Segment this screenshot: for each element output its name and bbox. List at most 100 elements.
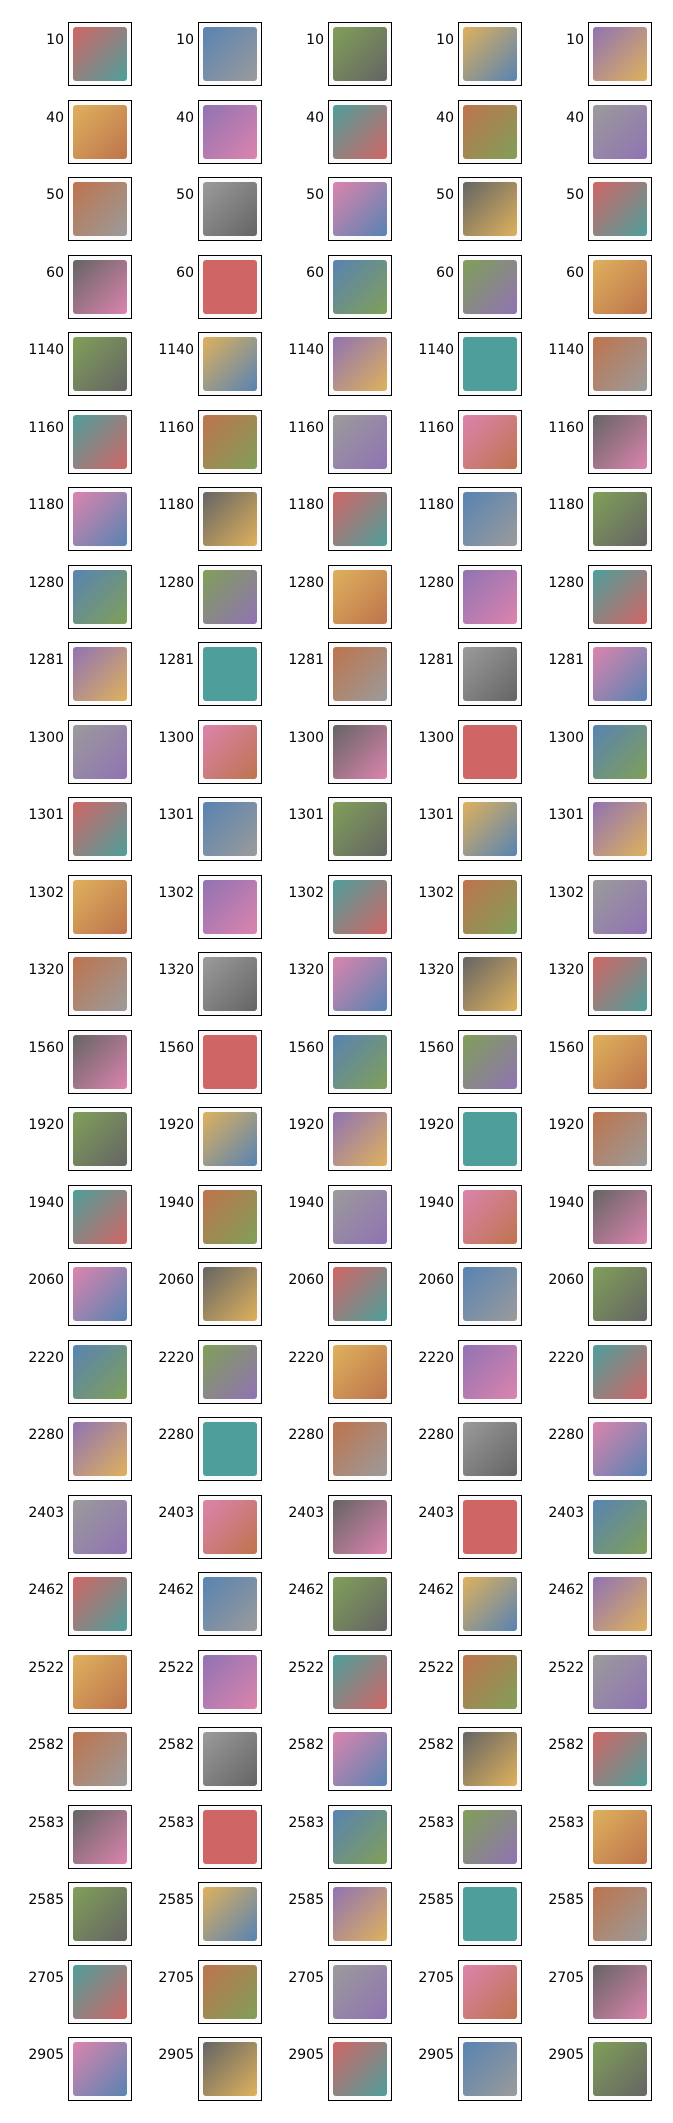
product-thumbnail xyxy=(198,642,262,706)
miniature-figure-icon xyxy=(73,492,127,546)
grid-cell: 1920 xyxy=(134,1107,264,1185)
kimono-figure-icon xyxy=(203,104,257,159)
class-label: 2582 xyxy=(158,1737,194,1753)
grid-cell: 2280 xyxy=(524,1417,654,1495)
product-thumbnail xyxy=(328,1959,392,2024)
grid-cell: 1180 xyxy=(394,487,524,565)
class-label: 2522 xyxy=(28,1659,64,1676)
grid-cell: 1320 xyxy=(394,952,524,1030)
product-thumbnail xyxy=(198,797,262,861)
grid-cell: 1560 xyxy=(524,1029,654,1108)
class-label: 1302 xyxy=(288,884,324,901)
statue-icon xyxy=(333,1267,387,1321)
game-case-icon xyxy=(593,1577,647,1631)
product-thumbnail xyxy=(198,874,262,939)
grid-cell: 1180 xyxy=(524,487,654,565)
class-label: 1281 xyxy=(158,652,194,668)
grid-cell: 1160 xyxy=(264,409,394,488)
grid-cell: 1300 xyxy=(4,719,134,798)
product-thumbnail xyxy=(328,1262,392,1326)
grid-cell: 1280 xyxy=(4,564,134,643)
class-label: 1560 xyxy=(158,1039,194,1056)
grid-cell: 60 xyxy=(4,254,134,333)
grid-cell: 1920 xyxy=(394,1107,524,1185)
class-label: 60 xyxy=(46,264,64,281)
pergola-icon xyxy=(333,1732,387,1786)
grid-cell: 2583 xyxy=(394,1804,524,1883)
grid-cell: 1140 xyxy=(4,332,134,410)
baby-shoes-icon xyxy=(203,802,257,856)
carabiner-icon xyxy=(593,879,647,934)
product-thumbnail xyxy=(68,642,132,706)
rc-car-icon xyxy=(333,724,387,779)
class-label: 2705 xyxy=(548,1969,584,1986)
class-label: 1300 xyxy=(418,729,454,746)
class-label: 40 xyxy=(176,109,194,126)
product-thumbnail xyxy=(68,2037,132,2101)
socks-icon xyxy=(463,802,517,856)
pillow-icon xyxy=(333,1112,387,1166)
class-label: 1281 xyxy=(548,652,584,668)
grid-cell: 2583 xyxy=(264,1804,394,1883)
dark-tin-icon xyxy=(203,1577,257,1631)
grid-cell: 2462 xyxy=(524,1572,654,1650)
product-thumbnail xyxy=(68,177,132,241)
class-label: 50 xyxy=(306,187,324,203)
product-thumbnail xyxy=(198,177,262,241)
product-thumbnail xyxy=(328,22,392,86)
product-thumbnail xyxy=(588,874,652,939)
grid-cell: 1160 xyxy=(524,409,654,488)
product-thumbnail xyxy=(458,1417,522,1481)
class-label: 60 xyxy=(176,264,194,281)
grid-cell: 1180 xyxy=(134,487,264,565)
grid-cell: 1560 xyxy=(394,1029,524,1108)
class-label: 1280 xyxy=(548,574,584,591)
class-label: 1140 xyxy=(28,342,64,358)
small-jar-icon xyxy=(203,1189,257,1244)
grid-cell: 40 xyxy=(134,99,264,178)
grid-cell: 2280 xyxy=(394,1417,524,1495)
class-label: 60 xyxy=(566,264,584,281)
product-thumbnail xyxy=(198,1804,262,1869)
grid-cell: 10 xyxy=(134,22,264,100)
small-book-icon xyxy=(593,1499,647,1554)
grid-cell: 60 xyxy=(394,254,524,333)
dog-sweater-icon xyxy=(203,1344,257,1399)
timer-icon xyxy=(463,1887,517,1941)
product-thumbnail xyxy=(68,1572,132,1636)
product-thumbnail xyxy=(198,1417,262,1481)
grid-cell: 1920 xyxy=(264,1107,394,1185)
pink-cable-icon xyxy=(203,182,257,236)
white-panel-icon xyxy=(333,1887,387,1941)
grid-cell: 2220 xyxy=(394,1339,524,1418)
class-label: 50 xyxy=(436,187,454,203)
class-label: 1281 xyxy=(288,652,324,668)
product-thumbnail xyxy=(328,1184,392,1249)
grid-cell: 2582 xyxy=(394,1727,524,1805)
class-label: 1320 xyxy=(28,962,64,978)
yellow-figure-icon xyxy=(203,337,257,391)
class-label: 1140 xyxy=(418,342,454,358)
class-label: 2462 xyxy=(548,1582,584,1598)
card-pack-icon xyxy=(203,414,257,469)
product-thumbnail xyxy=(588,1417,652,1481)
class-label: 2060 xyxy=(548,1272,584,1288)
black-pad-icon xyxy=(333,1654,387,1709)
grid-cell: 1281 xyxy=(524,642,654,720)
class-label: 2522 xyxy=(418,1659,454,1676)
game-collection-icon xyxy=(463,1577,517,1631)
game-box-icon xyxy=(73,2042,127,2096)
class-label: 1280 xyxy=(28,574,64,591)
grid-cell: 2705 xyxy=(134,1959,264,2038)
wood-pieces-icon xyxy=(73,1887,127,1941)
class-label: 1300 xyxy=(288,729,324,746)
product-thumbnail xyxy=(588,1727,652,1791)
grid-cell: 40 xyxy=(264,99,394,178)
grid-cell: 2905 xyxy=(394,2037,524,2115)
grid-cell: 2403 xyxy=(134,1494,264,1573)
product-thumbnail xyxy=(328,1494,392,1559)
product-thumbnail xyxy=(68,409,132,474)
product-thumbnail xyxy=(68,254,132,319)
product-thumbnail xyxy=(588,1494,652,1559)
quadcopter-icon xyxy=(463,569,517,624)
